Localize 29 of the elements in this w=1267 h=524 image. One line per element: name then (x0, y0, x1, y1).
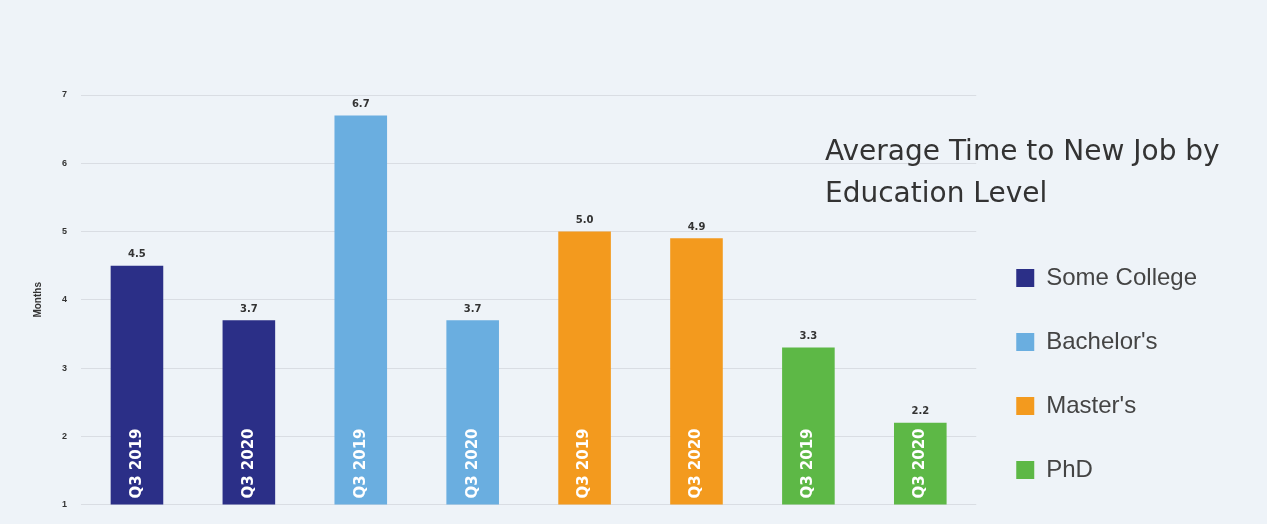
x-tick-label: Q3 2019 (126, 428, 145, 499)
data-label: 3.7 (463, 302, 482, 314)
data-label: 5.0 (575, 214, 594, 226)
x-tick-label: Q3 2020 (686, 428, 705, 499)
data-label: 4.5 (128, 248, 146, 260)
x-tick-label: Q3 2019 (574, 428, 593, 499)
data-label: 2.2 (911, 405, 930, 417)
data-label: 3.7 (240, 302, 258, 314)
legend-label: PhD (1046, 454, 1093, 482)
x-tick-label: Q3 2020 (910, 428, 929, 499)
y-tick-label: 2 (61, 430, 68, 441)
text: Average Time to New Job by Education Level (825, 133, 1221, 211)
x-tick-label: Q3 2019 (350, 428, 369, 499)
legend-label: Master's (1046, 390, 1137, 418)
y-tick-label: 4 (61, 294, 68, 305)
data-label: 4.9 (687, 220, 706, 232)
legend-label: Bachelor's (1046, 326, 1158, 354)
legend-label: Some College (1046, 262, 1197, 290)
y-tick-label: 7 (61, 89, 68, 100)
data-label: 3.3 (799, 330, 818, 342)
x-tick-label: Q3 2019 (798, 428, 817, 499)
y-tick-label: 5 (61, 226, 68, 237)
y-tick-label: 1 (61, 499, 68, 510)
x-tick-label: Q3 2020 (462, 428, 481, 499)
y-axis-title: Months (31, 281, 43, 318)
y-tick-label: 3 (61, 362, 68, 373)
x-tick-label: Q3 2020 (238, 428, 257, 499)
y-tick-label: 6 (61, 157, 68, 168)
data-label: 6.7 (351, 98, 370, 110)
